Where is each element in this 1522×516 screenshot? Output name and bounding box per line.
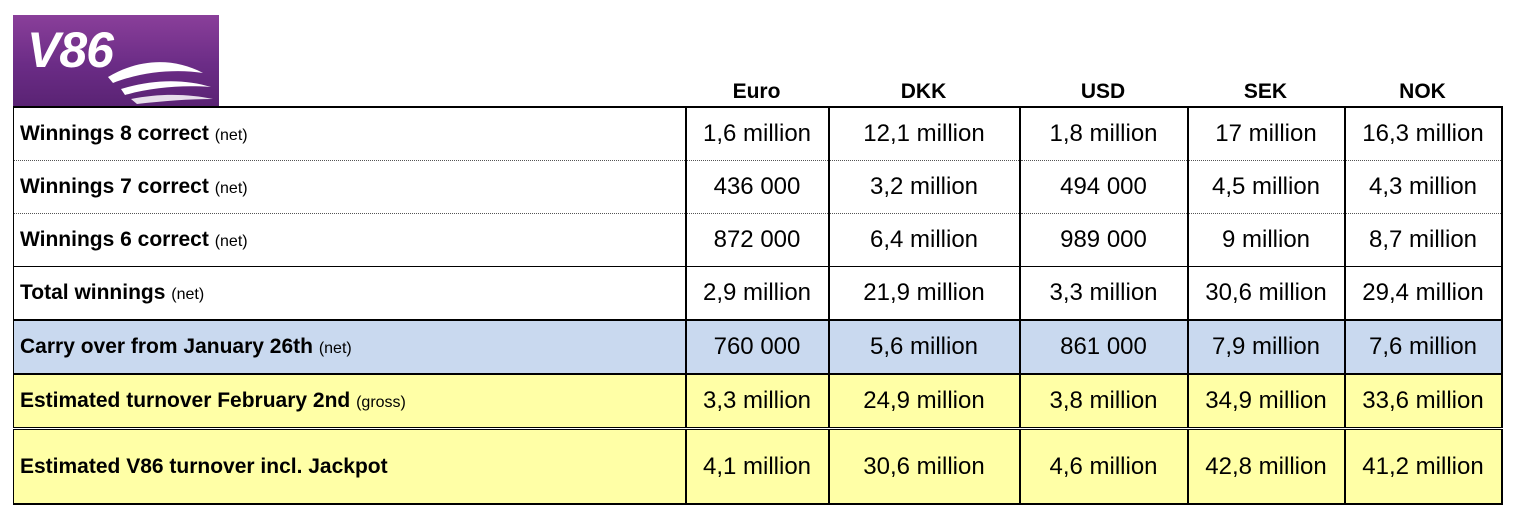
cell-usd: 3,3 million bbox=[1018, 266, 1189, 321]
table-row-winnings-6: Winnings 6 correct (net) 872 000 6,4 mil… bbox=[13, 213, 1503, 267]
cell-euro: 760 000 bbox=[684, 320, 830, 375]
cell-dkk: 12,1 million bbox=[827, 106, 1021, 161]
column-header-usd: USD bbox=[1080, 80, 1126, 103]
row-label-text: Estimated V86 turnover incl. Jackpot bbox=[20, 454, 388, 478]
row-label: Carry over from January 26th (net) bbox=[13, 320, 686, 375]
cell-usd: 4,6 million bbox=[1018, 428, 1189, 505]
cell-usd: 1,8 million bbox=[1018, 106, 1189, 161]
table-row-winnings-8: Winnings 8 correct (net) 1,6 million 12,… bbox=[13, 106, 1503, 161]
cell-sek: 42,8 million bbox=[1186, 428, 1346, 505]
cell-euro: 1,6 million bbox=[684, 106, 830, 161]
cell-nok: 7,6 million bbox=[1343, 320, 1503, 375]
table-row-total-winnings: Total winnings (net) 2,9 million 21,9 mi… bbox=[13, 266, 1503, 321]
winnings-table: Winnings 8 correct (net) 1,6 million 12,… bbox=[13, 106, 1503, 505]
table-row-estimated-turnover: Estimated turnover February 2nd (gross) … bbox=[13, 374, 1503, 430]
row-label-note: (gross) bbox=[356, 394, 406, 411]
cell-nok: 33,6 million bbox=[1343, 374, 1503, 430]
cell-dkk: 6,4 million bbox=[827, 213, 1021, 267]
cell-dkk: 30,6 million bbox=[827, 428, 1021, 505]
row-label: Winnings 7 correct (net) bbox=[13, 160, 686, 214]
row-label-text: Estimated turnover February 2nd bbox=[20, 389, 351, 412]
cell-euro: 4,1 million bbox=[684, 428, 830, 505]
v86-logo: V86 bbox=[13, 15, 219, 106]
row-label: Estimated V86 turnover incl. Jackpot bbox=[13, 428, 686, 505]
row-label-text: Winnings 7 correct bbox=[20, 175, 209, 198]
row-label: Winnings 6 correct (net) bbox=[13, 213, 686, 267]
cell-dkk: 5,6 million bbox=[827, 320, 1021, 375]
cell-usd: 989 000 bbox=[1018, 213, 1189, 267]
cell-sek: 7,9 million bbox=[1186, 320, 1346, 375]
cell-usd: 3,8 million bbox=[1018, 374, 1189, 430]
table-row-carry-over: Carry over from January 26th (net) 760 0… bbox=[13, 320, 1503, 375]
row-label-text: Winnings 8 correct bbox=[20, 122, 209, 145]
cell-euro: 436 000 bbox=[684, 160, 830, 214]
cell-dkk: 3,2 million bbox=[827, 160, 1021, 214]
row-label-note: (net) bbox=[214, 180, 248, 197]
row-label-note: (net) bbox=[214, 233, 248, 250]
table-row-turnover-incl-jackpot: Estimated V86 turnover incl. Jackpot 4,1… bbox=[13, 428, 1503, 505]
column-header-euro: Euro bbox=[732, 80, 781, 103]
row-label-text: Winnings 6 correct bbox=[20, 228, 209, 251]
row-label: Winnings 8 correct (net) bbox=[13, 106, 686, 161]
cell-sek: 9 million bbox=[1186, 213, 1346, 267]
cell-sek: 34,9 million bbox=[1186, 374, 1346, 430]
cell-nok: 29,4 million bbox=[1343, 266, 1503, 321]
row-label-note: (net) bbox=[318, 340, 352, 357]
cell-dkk: 24,9 million bbox=[827, 374, 1021, 430]
cell-euro: 3,3 million bbox=[684, 374, 830, 430]
row-label-text: Carry over from January 26th bbox=[20, 335, 313, 358]
cell-usd: 494 000 bbox=[1018, 160, 1189, 214]
column-header-sek: SEK bbox=[1243, 80, 1288, 103]
column-header-dkk: DKK bbox=[900, 80, 947, 103]
horse-silhouette-icon bbox=[108, 62, 213, 104]
cell-nok: 41,2 million bbox=[1343, 428, 1503, 505]
row-label-text: Total winnings bbox=[20, 281, 166, 304]
cell-sek: 17 million bbox=[1186, 106, 1346, 161]
cell-nok: 16,3 million bbox=[1343, 106, 1503, 161]
table-row-winnings-7: Winnings 7 correct (net) 436 000 3,2 mil… bbox=[13, 160, 1503, 214]
column-header-nok: NOK bbox=[1399, 80, 1446, 103]
cell-euro: 2,9 million bbox=[684, 266, 830, 321]
cell-dkk: 21,9 million bbox=[827, 266, 1021, 321]
cell-euro: 872 000 bbox=[684, 213, 830, 267]
row-label-note: (net) bbox=[171, 286, 205, 303]
row-label: Estimated turnover February 2nd (gross) bbox=[13, 374, 686, 430]
logo-text: V86 bbox=[27, 22, 114, 78]
cell-nok: 4,3 million bbox=[1343, 160, 1503, 214]
cell-usd: 861 000 bbox=[1018, 320, 1189, 375]
cell-sek: 30,6 million bbox=[1186, 266, 1346, 321]
cell-nok: 8,7 million bbox=[1343, 213, 1503, 267]
row-label: Total winnings (net) bbox=[13, 266, 686, 321]
row-label-note: (net) bbox=[214, 127, 248, 144]
cell-sek: 4,5 million bbox=[1186, 160, 1346, 214]
